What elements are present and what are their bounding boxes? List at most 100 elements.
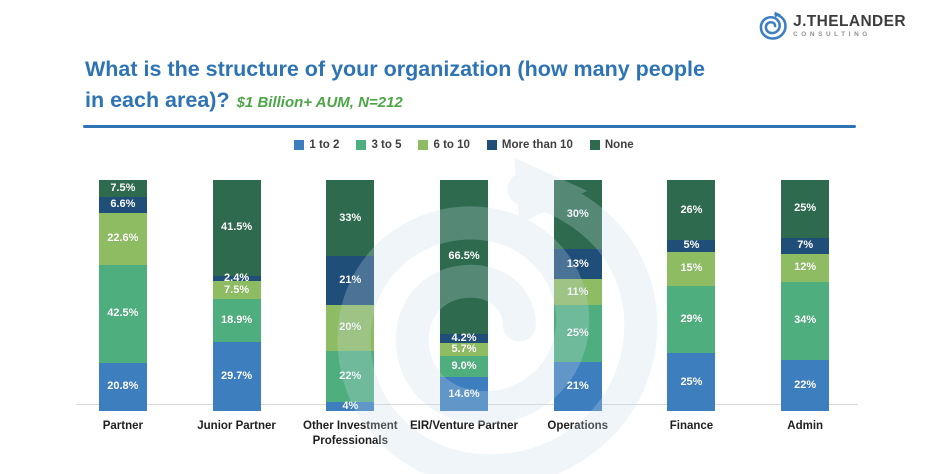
- legend-swatch-none: [589, 140, 600, 150]
- segment-value-label: 29.7%: [220, 370, 253, 383]
- segment-junior-partner-none: 41.5%: [212, 180, 261, 276]
- spiral-logo-icon: [759, 11, 787, 40]
- segment-value-label: 20%: [339, 321, 362, 334]
- segment-value-label: 42.5%: [107, 307, 139, 320]
- segment-value-label: 7.5%: [224, 283, 250, 296]
- segment-value-label: 9.0%: [451, 360, 477, 373]
- segment-value-label: 41.5%: [220, 221, 253, 234]
- bar-column-admin: 25% 7% 12% 34% 22% Admin: [748, 180, 862, 449]
- page-title: What is the structure of your organizati…: [85, 54, 805, 116]
- segment-admin-1-to-2: 22%: [781, 360, 830, 411]
- title-line-1: What is the structure of your organizati…: [85, 57, 705, 81]
- segment-eir-venture-partner-6-to-10: 5.7%: [440, 343, 489, 357]
- legend-label-6-to-10: 6 to 10: [433, 139, 470, 151]
- segment-operations-none: 30%: [553, 180, 602, 250]
- segment-junior-partner-more-than-10: 2.4%: [212, 273, 261, 284]
- legend-swatch-6-to-10: [418, 140, 429, 150]
- category-label-partner: Partner: [102, 420, 143, 432]
- bar-column-other-investment-professionals: 33% 21% 20% 22% 4% Other Investment Professio…: [293, 180, 407, 449]
- segment-eir-venture-partner-more-than-10: 4.2%: [440, 331, 489, 344]
- segment-value-label: 22%: [339, 369, 362, 382]
- legend-swatch-1-to-2: [294, 140, 305, 150]
- segment-eir-venture-partner-none: 66.5%: [440, 180, 489, 334]
- logo-text: J.THELANDER CONSULTING: [793, 14, 906, 38]
- segment-value-label: 25%: [680, 375, 703, 388]
- segment-junior-partner-3-to-5: 18.9%: [212, 298, 261, 343]
- bar-column-partner: 7.5% 6.6% 22.6% 42.5% 20.8% Partner: [66, 180, 180, 449]
- segment-finance-more-than-10: 5%: [667, 239, 716, 252]
- segment-value-label: 5%: [683, 239, 700, 252]
- segment-partner-more-than-10: 6.6%: [98, 197, 147, 213]
- segment-partner-6-to-10: 22.6%: [98, 212, 147, 265]
- segment-value-label: 21%: [339, 273, 362, 286]
- bar-column-operations: 30% 13% 11% 25% 21% Operations: [521, 180, 635, 449]
- segment-value-label: 25%: [566, 327, 589, 340]
- stacked-bar-admin: 25% 7% 12% 34% 22%: [781, 180, 830, 411]
- segment-value-label: 20.8%: [107, 380, 139, 393]
- legend-item-1-to-2: 1 to 2: [294, 139, 339, 151]
- segment-value-label: 22.6%: [107, 232, 139, 245]
- legend-item-3-to-5: 3 to 5: [356, 139, 401, 151]
- bar-column-junior-partner: 41.5% 2.4% 7.5% 18.9% 29.7% Junior Partner: [180, 180, 294, 449]
- segment-value-label: 18.9%: [220, 314, 253, 327]
- segment-admin-6-to-10: 12%: [781, 253, 830, 282]
- company-logo: J.THELANDER CONSULTING: [758, 11, 906, 41]
- segment-partner-1-to-2: 20.8%: [98, 362, 147, 411]
- title-line-2: in each area)?: [85, 88, 230, 113]
- segment-value-label: 25%: [794, 202, 817, 215]
- segment-other-investment-professionals-6-to-10: 20%: [326, 304, 375, 351]
- segment-value-label: 21%: [566, 380, 589, 393]
- segment-finance-1-to-2: 25%: [667, 353, 716, 411]
- segment-eir-venture-partner-3-to-5: 9.0%: [440, 356, 489, 378]
- legend-item-6-to-10: 6 to 10: [418, 139, 470, 151]
- segment-junior-partner-1-to-2: 29.7%: [212, 342, 261, 411]
- legend-swatch-3-to-5: [356, 140, 367, 150]
- legend-label-3-to-5: 3 to 5: [371, 139, 402, 151]
- segment-value-label: 29%: [680, 313, 703, 326]
- title-divider: [83, 125, 856, 128]
- title-subtitle: $1 Billion+ AUM, N=212: [236, 94, 403, 112]
- title-block: What is the structure of your organizati…: [85, 54, 805, 116]
- bars-row: 7.5% 6.6% 22.6% 42.5% 20.8% Partner 41.5% 2.4% 7…: [66, 180, 862, 449]
- segment-value-label: 14.6%: [448, 387, 480, 400]
- segment-finance-none: 26%: [667, 180, 716, 241]
- segment-finance-6-to-10: 15%: [667, 251, 716, 287]
- category-label-finance: Finance: [669, 420, 714, 432]
- stacked-bar-operations: 30% 13% 11% 25% 21%: [553, 180, 602, 411]
- logo-subname: CONSULTING: [793, 30, 871, 38]
- stacked-bar-partner: 7.5% 6.6% 22.6% 42.5% 20.8%: [98, 180, 147, 411]
- segment-other-investment-professionals-none: 33%: [326, 180, 375, 257]
- segment-value-label: 5.7%: [451, 343, 477, 356]
- stacked-bar-finance: 26% 5% 15% 29% 25%: [667, 180, 716, 411]
- category-label-operations: Operations: [547, 420, 609, 432]
- legend-label-more-than-10: More than 10: [501, 139, 573, 151]
- segment-value-label: 12%: [794, 261, 817, 274]
- segment-operations-more-than-10: 13%: [553, 249, 602, 280]
- segment-value-label: 30%: [566, 208, 589, 221]
- segment-value-label: 66.5%: [448, 250, 480, 263]
- segment-other-investment-professionals-more-than-10: 21%: [326, 256, 375, 305]
- legend-item-none: None: [589, 139, 634, 151]
- segment-admin-none: 25%: [781, 180, 830, 238]
- legend-label-none: None: [604, 139, 634, 151]
- segment-value-label: 4.2%: [451, 331, 477, 344]
- segment-value-label: 6.6%: [110, 198, 136, 211]
- legend-swatch-more-than-10: [486, 140, 497, 150]
- chart-legend: 1 to 2 3 to 5 6 to 10 More than 10 None: [0, 139, 928, 151]
- category-label-other-investment-professionals: Other Investment Professionals: [303, 420, 398, 447]
- segment-admin-more-than-10: 7%: [781, 237, 830, 254]
- category-label-junior-partner: Junior Partner: [197, 420, 276, 432]
- segment-other-investment-professionals-1-to-2: 4%: [326, 399, 375, 412]
- stacked-bar-eir-venture-partner: 66.5% 4.2% 5.7% 9.0% 14.6%: [440, 180, 489, 411]
- segment-value-label: 4%: [342, 399, 359, 412]
- segment-finance-3-to-5: 29%: [667, 286, 716, 354]
- segment-operations-1-to-2: 21%: [553, 362, 602, 411]
- stacked-bar-junior-partner: 41.5% 2.4% 7.5% 18.9% 29.7%: [212, 180, 261, 411]
- bar-column-eir-venture-partner: 66.5% 4.2% 5.7% 9.0% 14.6% EIR/Venture Partne…: [407, 180, 521, 449]
- segment-value-label: 22%: [794, 379, 817, 392]
- segment-value-label: 26%: [680, 203, 703, 216]
- segment-value-label: 7.5%: [110, 182, 136, 195]
- bar-column-finance: 26% 5% 15% 29% 25% Finance: [635, 180, 749, 449]
- segment-admin-3-to-5: 34%: [781, 281, 830, 361]
